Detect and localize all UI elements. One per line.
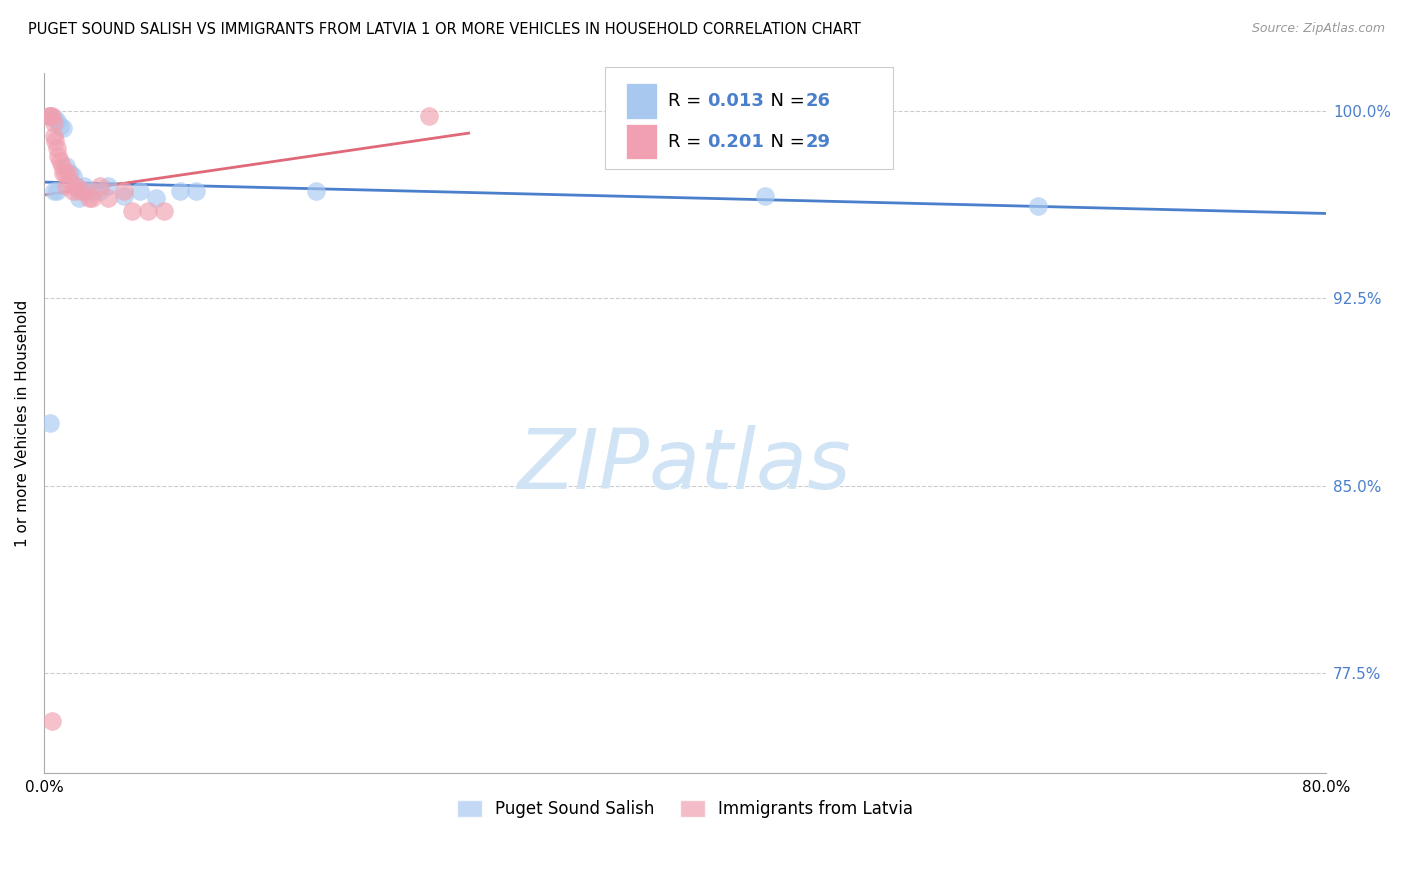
Point (112, 184, 135, 198)
Point (42, 128, 65, 143)
Point (53, 166, 76, 180)
Point (39, 416, 62, 430)
Point (46, 148, 69, 162)
Point (42, 111, 65, 125)
Point (55, 178, 77, 193)
Point (51, 159, 73, 173)
Point (65, 178, 87, 193)
Text: R =: R = (668, 93, 707, 111)
Point (73, 184, 96, 198)
Point (67, 191, 90, 205)
Point (41, 714, 63, 728)
Text: 0.201: 0.201 (707, 133, 763, 151)
Point (97, 178, 120, 193)
Point (73, 178, 96, 193)
Point (186, 184, 208, 198)
Point (42, 184, 65, 198)
Point (112, 188, 135, 202)
Point (42, 116, 65, 130)
Point (89, 184, 111, 198)
Point (129, 184, 152, 198)
Point (169, 184, 191, 198)
Point (754, 188, 776, 202)
Point (52, 121, 75, 136)
Point (121, 203, 143, 218)
Point (62, 169, 84, 183)
Point (1026, 198, 1049, 212)
Point (73, 184, 96, 198)
Point (52, 166, 75, 180)
Point (58, 166, 80, 180)
Text: 29: 29 (806, 133, 831, 151)
Point (55, 159, 77, 173)
Point (67, 184, 90, 198)
Point (58, 173, 80, 187)
Point (45, 113, 67, 128)
Point (418, 108, 440, 122)
Point (41, 108, 63, 122)
Point (80, 184, 103, 198)
Text: N =: N = (759, 93, 811, 111)
Point (62, 184, 84, 198)
Point (56, 166, 79, 180)
Point (44, 134, 66, 148)
Text: 0.013: 0.013 (707, 93, 763, 111)
Point (45, 141, 67, 155)
Y-axis label: 1 or more Vehicles in Household: 1 or more Vehicles in Household (15, 300, 30, 547)
Point (49, 119, 72, 133)
Point (65, 178, 87, 193)
Point (39, 108, 62, 122)
Text: ZIPatlas: ZIPatlas (519, 425, 852, 506)
Point (45, 184, 67, 198)
Legend: Puget Sound Salish, Immigrants from Latvia: Puget Sound Salish, Immigrants from Latv… (450, 793, 920, 824)
Point (38, 108, 60, 122)
Point (80, 191, 103, 205)
Text: R =: R = (668, 133, 707, 151)
Point (153, 203, 176, 218)
Text: N =: N = (759, 133, 811, 151)
Point (97, 191, 120, 205)
Point (89, 178, 111, 193)
Point (136, 203, 159, 218)
Point (39, 108, 62, 122)
Point (305, 184, 328, 198)
Text: PUGET SOUND SALISH VS IMMIGRANTS FROM LATVIA 1 OR MORE VEHICLES IN HOUSEHOLD COR: PUGET SOUND SALISH VS IMMIGRANTS FROM LA… (28, 22, 860, 37)
Text: Source: ZipAtlas.com: Source: ZipAtlas.com (1251, 22, 1385, 36)
Text: 26: 26 (806, 93, 831, 111)
Point (145, 191, 167, 205)
Point (49, 153, 72, 168)
Point (77, 191, 100, 205)
